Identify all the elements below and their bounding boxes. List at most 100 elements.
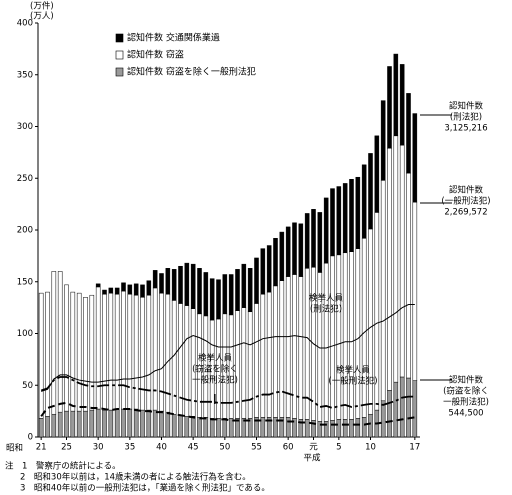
bar-segment bbox=[102, 289, 107, 295]
bar-segment bbox=[336, 419, 342, 438]
bar-segment bbox=[121, 282, 126, 292]
bar-segment bbox=[95, 286, 101, 410]
bar-segment bbox=[184, 416, 190, 438]
bar-segment bbox=[412, 201, 418, 381]
y-unit-label: (万件) bbox=[30, 1, 54, 12]
bar-segment bbox=[146, 280, 152, 296]
annotation: 3,125,216 bbox=[444, 124, 487, 134]
bar-segment bbox=[406, 377, 411, 438]
bar-segment bbox=[171, 413, 177, 438]
era-label: 平成 bbox=[303, 453, 321, 464]
bar-segment bbox=[203, 417, 209, 438]
line bbox=[40, 401, 415, 426]
bar-segment bbox=[159, 292, 164, 412]
bar-segment bbox=[203, 272, 209, 317]
bar-segment bbox=[228, 274, 234, 316]
annotation: 検挙人員 bbox=[198, 353, 233, 364]
bar-segment bbox=[57, 411, 63, 438]
bar-segment bbox=[406, 93, 411, 174]
bar-segment bbox=[127, 284, 133, 295]
bar-segment bbox=[108, 287, 114, 294]
bar-segment bbox=[399, 64, 405, 146]
bar-segment bbox=[38, 292, 44, 419]
bar-segment bbox=[146, 294, 152, 411]
bar-segment bbox=[285, 276, 291, 418]
bar-segment bbox=[380, 100, 386, 181]
bar-segment bbox=[152, 270, 158, 289]
bar-segment bbox=[83, 297, 88, 412]
annotation: 検挙人員 bbox=[309, 293, 344, 304]
legend-label: 認知件数 窃盗を除く一般刑法犯 bbox=[127, 66, 256, 78]
bar-segment bbox=[342, 183, 348, 254]
bar-segment bbox=[197, 417, 202, 438]
annotation: 認知件数 bbox=[449, 185, 484, 196]
bar-segment bbox=[342, 252, 348, 420]
bar-segment bbox=[380, 180, 386, 402]
y-tick-label: 100 bbox=[17, 329, 33, 339]
bar-segment bbox=[285, 417, 291, 438]
bar-segment bbox=[64, 410, 69, 438]
x-tick-label: 30 bbox=[93, 443, 104, 453]
line bbox=[40, 376, 415, 409]
bar-segment bbox=[260, 417, 266, 438]
bar-segment bbox=[393, 135, 399, 383]
note: 注 1 警察庁の統計による。 bbox=[5, 461, 121, 472]
annotation: 検挙人員 bbox=[336, 365, 371, 376]
bar-segment bbox=[304, 213, 310, 269]
x-tick-label: 60 bbox=[283, 443, 294, 453]
bar-segment bbox=[393, 53, 399, 137]
annotation: (窃盗を除く bbox=[192, 364, 238, 375]
annotation: (一般刑法犯) bbox=[328, 376, 377, 387]
bar-segment bbox=[323, 197, 329, 264]
bar-segment bbox=[355, 418, 361, 438]
bar-segment bbox=[121, 290, 126, 410]
bar-segment bbox=[133, 294, 139, 410]
bar-segment bbox=[102, 293, 107, 411]
bar-segment bbox=[361, 238, 367, 418]
bar-segment bbox=[323, 262, 329, 422]
bar-segment bbox=[298, 223, 304, 277]
bar-segment bbox=[406, 172, 411, 379]
bar-segment bbox=[133, 408, 139, 438]
bar-segment bbox=[285, 226, 291, 277]
bar-segment bbox=[114, 408, 120, 438]
bar-segment bbox=[216, 279, 221, 320]
bar-segment bbox=[140, 409, 145, 438]
bar-segment bbox=[222, 274, 228, 315]
bar-segment bbox=[114, 287, 120, 295]
bar-segment bbox=[254, 257, 259, 304]
bar-segment bbox=[114, 293, 120, 410]
bar-segment bbox=[361, 417, 367, 438]
x-tick-label: 5 bbox=[336, 443, 341, 453]
bar-segment bbox=[102, 409, 107, 438]
bar-segment bbox=[412, 380, 418, 438]
bar-segment bbox=[387, 390, 392, 438]
bar-segment bbox=[355, 248, 361, 419]
bar-segment bbox=[83, 410, 88, 438]
bar-segment bbox=[95, 283, 101, 288]
bar-segment bbox=[247, 311, 253, 419]
bar-segment bbox=[127, 408, 133, 438]
bar-segment bbox=[70, 291, 76, 412]
bar-segment bbox=[266, 245, 272, 293]
legend-label: 認知件数 窃盗 bbox=[127, 49, 184, 61]
bar-segment bbox=[368, 413, 373, 438]
bar-segment bbox=[399, 376, 405, 438]
bar-segment bbox=[374, 135, 380, 213]
bar-segment bbox=[108, 292, 114, 411]
bar-segment bbox=[254, 303, 259, 418]
bar-segment bbox=[209, 278, 215, 321]
annotation: 一般刑法犯) bbox=[192, 375, 238, 386]
bar-segment bbox=[292, 222, 297, 275]
bar-segment bbox=[235, 269, 240, 311]
bar-segment bbox=[216, 418, 221, 438]
annotation: 認知件数 bbox=[449, 101, 484, 112]
annotation: (刑法犯) bbox=[450, 112, 482, 123]
x-tick-label: 10 bbox=[365, 443, 376, 453]
era-label: 昭和 bbox=[6, 444, 23, 454]
annotation: 544,500 bbox=[448, 409, 483, 419]
y-tick-label: 300 bbox=[17, 122, 33, 132]
x-tick-label: 元 bbox=[309, 443, 318, 453]
bar-segment bbox=[45, 416, 50, 438]
bar-segment bbox=[336, 186, 342, 256]
